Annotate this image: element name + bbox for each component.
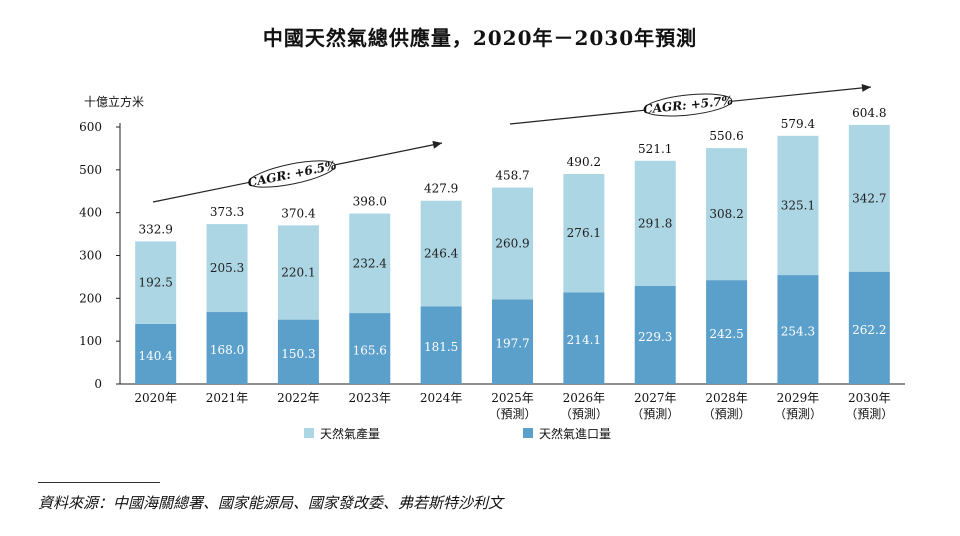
data-label-production: 342.7 xyxy=(852,191,886,205)
data-label-import: 214.1 xyxy=(567,333,601,347)
bar-production xyxy=(777,135,819,276)
source-divider xyxy=(38,482,160,483)
bar-import xyxy=(848,271,890,384)
data-label-import: 168.0 xyxy=(210,343,244,357)
cagr-arrow-head xyxy=(432,140,442,149)
data-label-production: 205.3 xyxy=(210,261,244,275)
y-tick-label: 200 xyxy=(79,291,102,305)
data-label-import: 140.4 xyxy=(139,349,174,363)
data-label-total: 604.8 xyxy=(852,106,886,120)
data-label-import: 262.2 xyxy=(852,323,886,337)
bar-production xyxy=(349,213,391,314)
bar-import xyxy=(777,275,819,384)
x-tick-sublabel: （預測） xyxy=(703,407,751,421)
data-label-production: 192.5 xyxy=(139,276,173,290)
data-label-total: 521.1 xyxy=(638,142,672,156)
x-tick-sublabel: （預測） xyxy=(631,407,679,421)
x-tick-sublabel: （預測） xyxy=(845,407,893,421)
legend-label-import: 天然氣進口量 xyxy=(539,426,611,441)
bar-production xyxy=(848,124,890,272)
x-tick-sublabel: （預測） xyxy=(560,407,608,421)
data-label-total: 427.9 xyxy=(424,182,458,196)
data-label-production: 325.1 xyxy=(781,198,815,212)
x-tick-label: 2021年 xyxy=(206,391,249,405)
labels: 140.4 192.5 332.9 2020年 168.0 205.3 373.3 2021年… xyxy=(134,106,893,421)
bar-import xyxy=(563,292,605,384)
data-label-total: 550.6 xyxy=(709,129,743,143)
x-tick-label: 2027年 xyxy=(634,391,677,405)
bar-import xyxy=(420,306,462,384)
data-label-import: 181.5 xyxy=(424,340,458,354)
data-label-total: 398.0 xyxy=(353,195,387,209)
bar-production xyxy=(420,200,462,307)
bar-import xyxy=(634,285,676,384)
cagr-arrow-head xyxy=(861,83,871,92)
x-tick-label: 2028年 xyxy=(705,391,748,405)
source-note: 資料來源：中國海關總署、國家能源局、國家發改委、弗若斯特沙利文 xyxy=(38,494,504,512)
data-label-production: 246.4 xyxy=(424,246,459,260)
data-label-production: 276.1 xyxy=(567,226,601,240)
x-tick-sublabel: （預測） xyxy=(488,407,536,421)
data-label-total: 332.9 xyxy=(139,222,173,236)
data-label-import: 254.3 xyxy=(781,325,815,339)
data-label-import: 197.7 xyxy=(495,337,529,351)
y-tick-label: 300 xyxy=(79,249,102,263)
data-label-production: 220.1 xyxy=(281,265,315,279)
x-tick-label: 2030年 xyxy=(848,391,891,405)
y-tick-label: 100 xyxy=(79,334,102,348)
bar-import xyxy=(277,319,319,384)
x-tick-label: 2024年 xyxy=(420,391,463,405)
bar-production xyxy=(706,148,748,281)
cagr-badge: CAGR: +5.7% xyxy=(643,93,734,117)
y-tick-label: 400 xyxy=(79,206,102,220)
chart-title: 中國天然氣總供應量，2020年－2030年預測 xyxy=(262,26,698,50)
bar-import xyxy=(706,280,748,384)
x-tick-label: 2023年 xyxy=(348,391,391,405)
data-label-import: 165.6 xyxy=(353,344,387,358)
bar-import xyxy=(492,299,533,384)
bars xyxy=(135,124,890,384)
data-label-import: 229.3 xyxy=(638,330,672,344)
bar-production xyxy=(206,224,248,313)
legend: 天然氣產量 天然氣進口量 xyxy=(304,426,611,441)
data-label-production: 260.9 xyxy=(495,236,529,250)
cagr-ellipse xyxy=(643,93,733,117)
x-tick-label: 2025年 xyxy=(491,391,534,405)
data-label-total: 490.2 xyxy=(567,155,601,169)
bar-production xyxy=(277,225,319,320)
data-label-total: 370.4 xyxy=(281,206,316,220)
y-axis-unit-label: 十億立方米 xyxy=(84,94,144,109)
data-label-production: 291.8 xyxy=(638,216,672,230)
bar-production xyxy=(563,174,605,293)
x-tick-label: 2020年 xyxy=(134,391,177,405)
legend-swatch-import xyxy=(523,428,533,438)
stacked-bar-chart: 0 100 200 300 400 500 600 十億立方米 140.4 192.5 332.9… xyxy=(79,83,905,441)
data-label-import: 150.3 xyxy=(281,347,315,361)
x-tick-label: 2026年 xyxy=(563,391,606,405)
data-label-total: 579.4 xyxy=(781,117,816,131)
bar-import xyxy=(135,323,177,384)
bar-import xyxy=(206,312,248,384)
data-label-total: 458.7 xyxy=(495,169,529,183)
x-tick-label: 2022年 xyxy=(277,391,320,405)
x-tick-label: 2029年 xyxy=(777,391,820,405)
cagr-label: CAGR: +6.5% xyxy=(246,158,337,190)
bar-import xyxy=(349,313,391,384)
x-tick-sublabel: （預測） xyxy=(774,407,822,421)
legend-label-production: 天然氣產量 xyxy=(320,426,380,441)
y-tick-label: 500 xyxy=(79,163,102,177)
data-label-production: 308.2 xyxy=(709,207,743,221)
data-label-import: 242.5 xyxy=(709,327,743,341)
cagr-ellipse xyxy=(248,160,336,188)
cagr-badge: CAGR: +6.5% xyxy=(246,158,337,190)
data-label-production: 232.4 xyxy=(353,256,388,270)
y-tick-label: 0 xyxy=(94,377,102,391)
bar-production xyxy=(492,187,533,300)
legend-swatch-production xyxy=(304,428,314,438)
cagr-annotations: CAGR: +6.5% CAGR: +5.7% xyxy=(152,83,872,203)
data-label-total: 373.3 xyxy=(210,205,244,219)
bar-production xyxy=(135,241,177,324)
y-tick-label: 600 xyxy=(79,120,102,134)
bar-production xyxy=(634,160,676,286)
